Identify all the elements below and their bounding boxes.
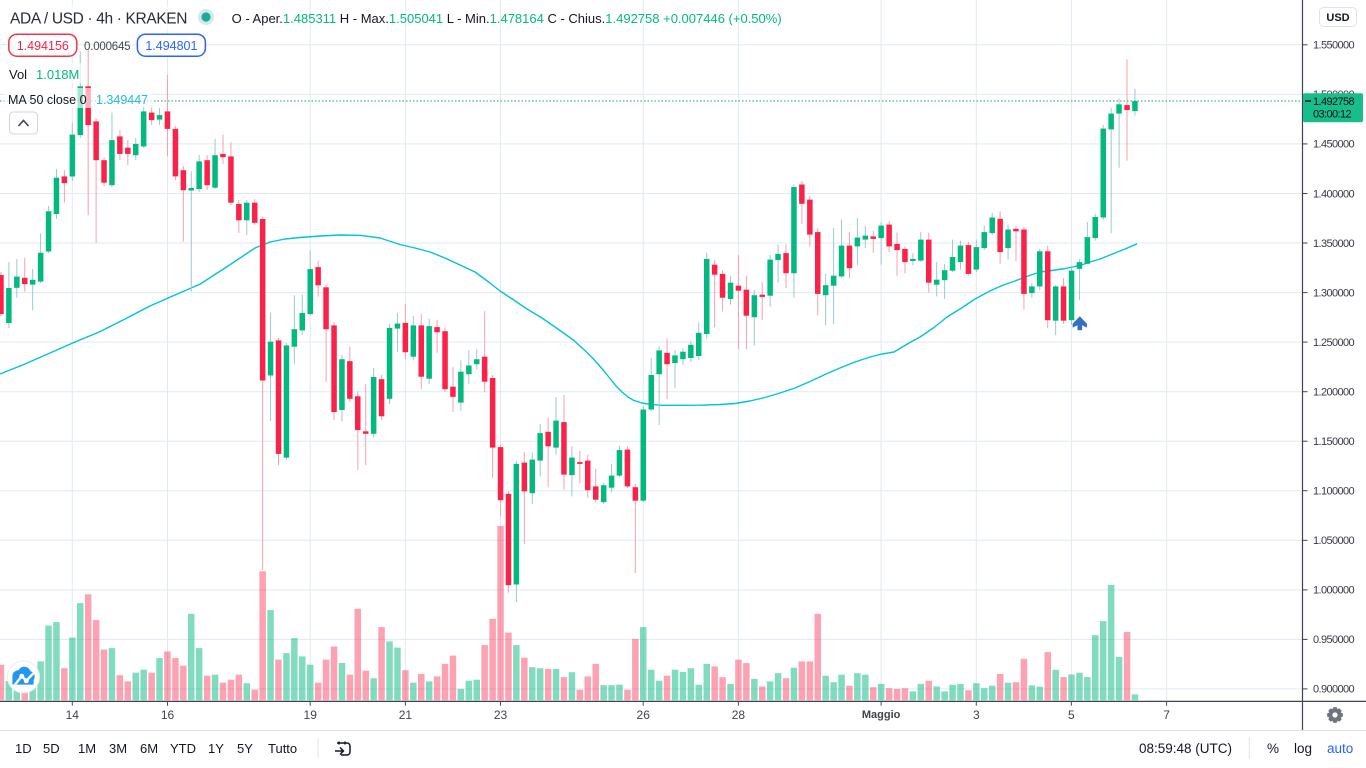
svg-text:YTD: YTD [170,741,196,756]
svg-text:O - Aper.1.485311 H - Max.1.50: O - Aper.1.485311 H - Max.1.505041 L - M… [232,11,782,26]
svg-text:0.900000: 0.900000 [1313,684,1355,696]
svg-text:21: 21 [399,708,413,722]
svg-text:14: 14 [66,708,80,722]
svg-text:03:00:12: 03:00:12 [1313,109,1352,121]
svg-text:1.150000: 1.150000 [1313,436,1355,448]
svg-text:19: 19 [304,708,318,722]
svg-text:1M: 1M [78,741,96,756]
svg-text:6M: 6M [140,741,158,756]
svg-text:1.400000: 1.400000 [1313,188,1355,200]
svg-text:1D: 1D [15,741,32,756]
svg-text:1.250000: 1.250000 [1313,337,1355,349]
svg-text:1.300000: 1.300000 [1313,287,1355,299]
svg-text:Vol: Vol [9,67,27,82]
svg-text:auto: auto [1327,741,1353,756]
svg-text:28: 28 [732,708,746,722]
svg-text:5Y: 5Y [237,741,253,756]
svg-text:0.950000: 0.950000 [1313,634,1355,646]
svg-text:1.550000: 1.550000 [1313,40,1355,52]
svg-text:5D: 5D [43,741,60,756]
svg-text:1.450000: 1.450000 [1313,139,1355,151]
svg-text:%: % [1267,741,1279,756]
svg-text:0.000645: 0.000645 [84,41,130,53]
svg-text:Tutto: Tutto [268,741,297,756]
svg-text:7: 7 [1163,708,1170,722]
svg-text:3M: 3M [109,741,127,756]
svg-text:08:59:48 (UTC): 08:59:48 (UTC) [1139,741,1232,756]
svg-text:1.349447: 1.349447 [96,93,148,107]
svg-text:Maggio: Maggio [862,709,901,721]
svg-text:1.050000: 1.050000 [1313,535,1355,547]
svg-text:23: 23 [494,708,508,722]
svg-text:1.494801: 1.494801 [145,39,197,53]
svg-text:1.494156: 1.494156 [17,39,69,53]
svg-text:log: log [1294,741,1312,756]
svg-text:1Y: 1Y [208,741,224,756]
svg-text:1.350000: 1.350000 [1313,238,1355,250]
svg-text:3: 3 [973,708,980,722]
svg-text:1.000000: 1.000000 [1313,585,1355,597]
svg-text:ADA / USD · 4h · KRAKEN: ADA / USD · 4h · KRAKEN [10,11,187,28]
svg-text:5: 5 [1068,708,1075,722]
svg-text:MA 50 close 0: MA 50 close 0 [8,93,87,107]
svg-text:16: 16 [161,708,175,722]
svg-text:1.492758: 1.492758 [1313,96,1355,108]
svg-text:1.200000: 1.200000 [1313,387,1355,399]
svg-text:26: 26 [637,708,651,722]
svg-text:1.018M: 1.018M [36,67,79,82]
svg-text:USD: USD [1326,12,1349,24]
svg-text:1.100000: 1.100000 [1313,486,1355,498]
